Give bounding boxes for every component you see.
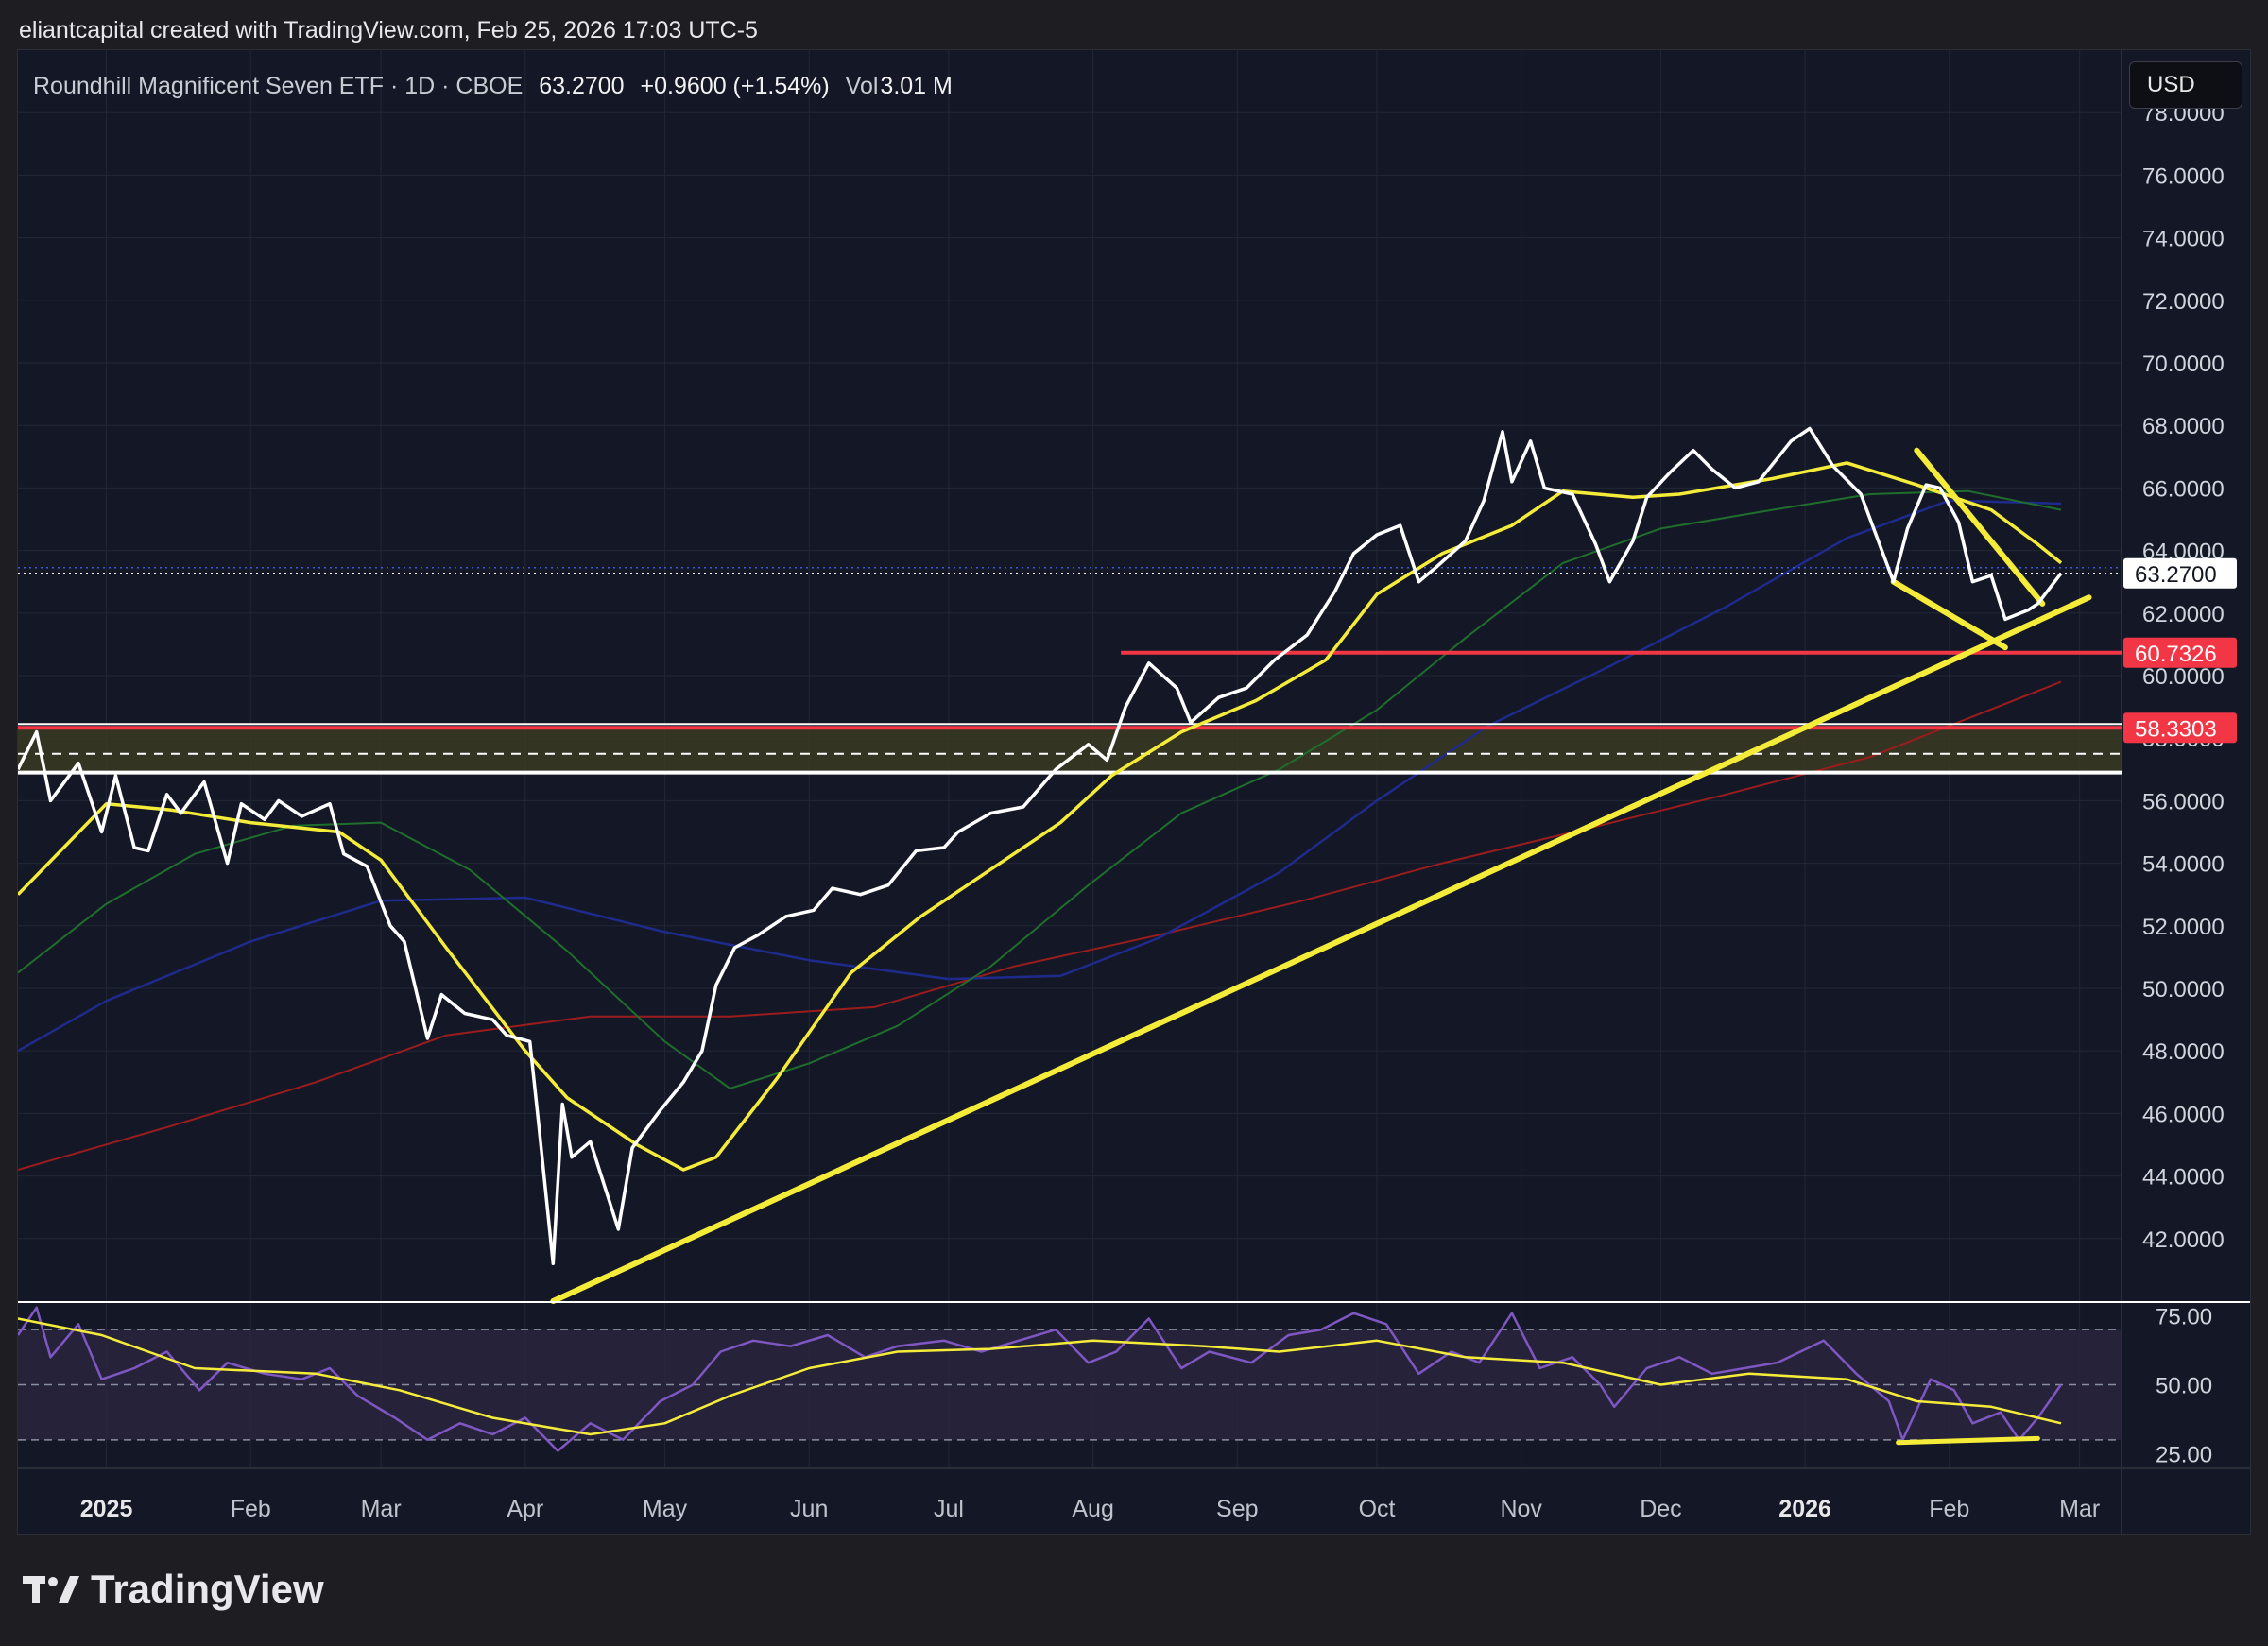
time-tick-label: 2025 [80, 1496, 133, 1522]
time-tick-label: Aug [1072, 1496, 1113, 1522]
chart-attribution: eliantcapital created with TradingView.c… [19, 17, 758, 43]
last-price-axis-tag [2123, 557, 2237, 589]
price-tick-label: 62.0000 [2142, 602, 2225, 627]
price-change-value: +0.9600 (+1.54%) [640, 73, 830, 99]
support-zone [18, 728, 2122, 773]
symbol-name: Roundhill Magnificent Seven ETF · 1D · C… [33, 73, 524, 99]
time-tick-label: May [643, 1496, 688, 1522]
wedge-lower [1890, 578, 2008, 651]
volume-label: Vol [845, 73, 879, 99]
time-tick-label: Jul [934, 1496, 964, 1522]
price-tick-label: 48.0000 [2142, 1039, 2225, 1065]
chart-frame[interactable]: 42.0000 44.0000 46.0000 48.0000 50.0000 52.00… [17, 49, 2251, 1535]
price-tick-label: 52.0000 [2142, 915, 2225, 940]
time-tick-label: Oct [1359, 1496, 1396, 1522]
tradingview-logo-icon [23, 1576, 79, 1603]
price-line [18, 426, 2063, 1266]
time-tick-label: Mar [361, 1496, 402, 1522]
symbol-legend: Roundhill Magnificent Seven ETF · 1D · C… [33, 73, 953, 100]
brand-name: TradingView [91, 1567, 324, 1611]
price-tick-label: 66.0000 [2142, 476, 2225, 502]
level-red-lower-axis-tag [2123, 712, 2237, 744]
price-tick-label: 76.0000 [2142, 163, 2225, 189]
price-tick-label: 60.0000 [2142, 664, 2225, 690]
time-tick-label: Apr [507, 1496, 543, 1522]
tradingview-brand[interactable]: TradingView [23, 1567, 324, 1612]
price-tick-label: 72.0000 [2142, 289, 2225, 315]
level-red-upper-axis-tag [2123, 637, 2237, 668]
price-tick-label: 44.0000 [2142, 1165, 2225, 1191]
time-tick-label: Nov [1500, 1496, 1542, 1522]
rsi-divergence-line [1896, 1435, 2040, 1446]
rsi-ma-line [18, 1317, 2062, 1436]
price-tick-label: 74.0000 [2142, 227, 2225, 252]
last-price-axis-label: 63.2700 [2135, 562, 2217, 588]
price-tick-label: 50.0000 [2142, 977, 2225, 1003]
wedge-upper [1914, 447, 2046, 607]
time-tick-label: 2026 [1778, 1496, 1831, 1522]
time-tick-label: Sep [1216, 1496, 1258, 1522]
time-tick-label: Dec [1640, 1496, 1681, 1522]
level-red-upper-axis-label: 60.7326 [2135, 642, 2217, 667]
rsi-tick-label: 25.00 [2156, 1442, 2212, 1467]
chart-canvas[interactable]: 42.0000 44.0000 46.0000 48.0000 50.0000 52.00… [18, 50, 2250, 1534]
price-tick-label: 46.0000 [2142, 1102, 2225, 1127]
rsi-line [18, 1306, 2063, 1452]
price-tick-label: 70.0000 [2142, 351, 2225, 377]
ma-green-line [18, 489, 2062, 1089]
time-tick-label: Jun [790, 1496, 828, 1522]
rsi-tick-label: 75.00 [2156, 1305, 2212, 1330]
ma-red-line [18, 680, 2062, 1171]
volume-value: 3.01 M [880, 73, 953, 99]
time-tick-label: Feb [1929, 1496, 1969, 1522]
price-tick-label: 68.0000 [2142, 414, 2225, 439]
level-red-lower-axis-label: 58.3303 [2135, 716, 2217, 742]
time-tick-label: Feb [231, 1496, 271, 1522]
price-tick-label: 56.0000 [2142, 789, 2225, 814]
ma-blue-line [18, 499, 2062, 1053]
time-tick-label: Mar [2059, 1496, 2100, 1522]
currency-button[interactable]: USD [2129, 61, 2242, 109]
support-trendline [550, 594, 2092, 1304]
price-tick-label: 42.0000 [2142, 1227, 2225, 1253]
rsi-tick-label: 50.00 [2156, 1374, 2212, 1399]
price-tick-label: 54.0000 [2142, 852, 2225, 878]
last-price-value: 63.2700 [539, 73, 625, 99]
ma-yellow-line [18, 461, 2063, 1172]
